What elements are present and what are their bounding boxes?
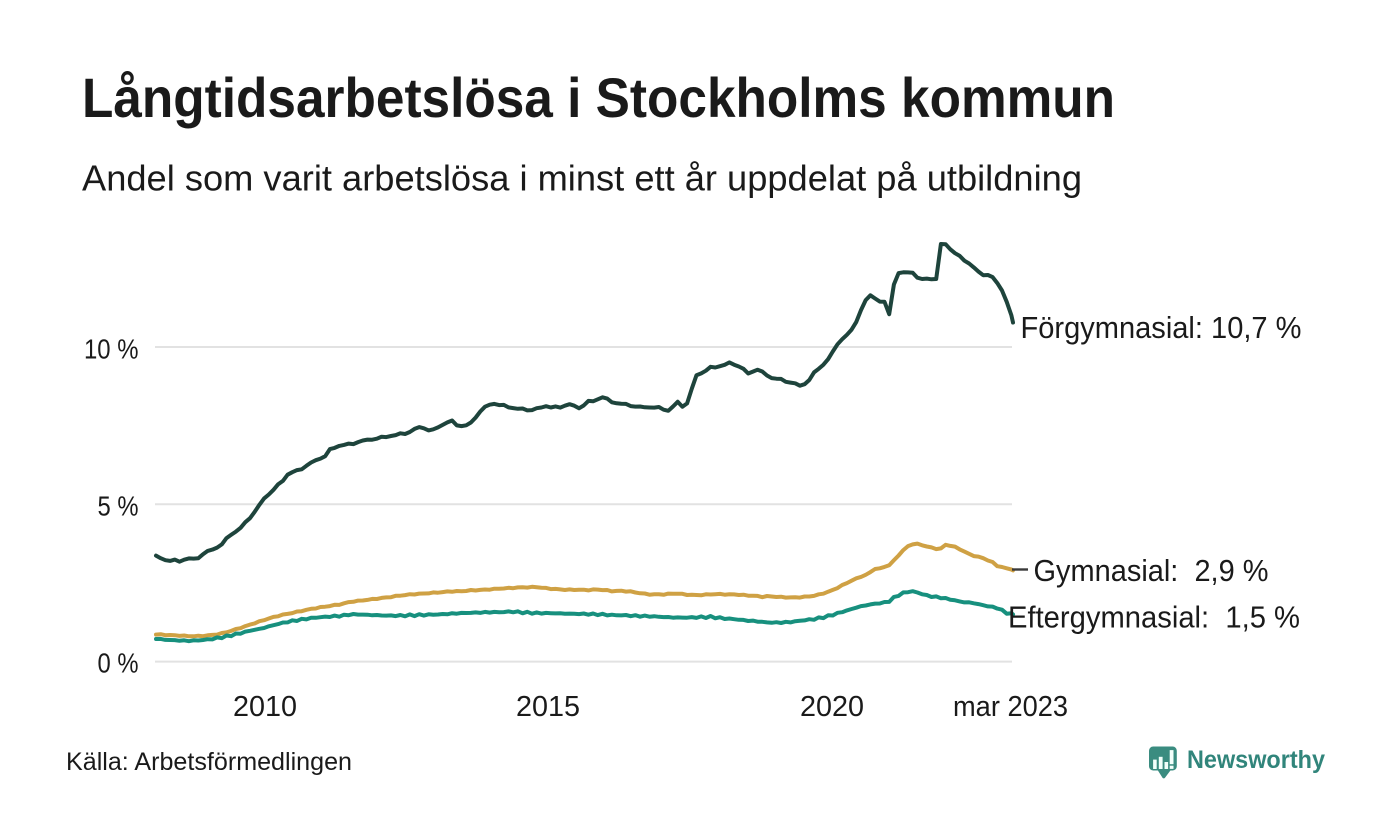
svg-text:Gymnasial: 2,9 %: Gymnasial: 2,9 %: [1034, 553, 1269, 588]
svg-text:Långtidsarbetslösa i Stockholm: Långtidsarbetslösa i Stockholms kommun: [82, 66, 1115, 129]
svg-text:0 %: 0 %: [98, 648, 139, 679]
svg-text:Eftergymnasial: 1,5 %: Eftergymnasial: 1,5 %: [1008, 600, 1300, 635]
svg-text:5 %: 5 %: [98, 491, 139, 522]
svg-text:Förgymnasial: 10,7 %: Förgymnasial: 10,7 %: [1021, 310, 1302, 345]
svg-text:mar 2023: mar 2023: [953, 691, 1068, 723]
svg-text:Newsworthy: Newsworthy: [1187, 746, 1325, 774]
svg-text:2020: 2020: [800, 691, 864, 723]
svg-text:10 %: 10 %: [84, 334, 139, 365]
svg-text:2015: 2015: [516, 691, 580, 723]
svg-text:Andel som varit arbetslösa i m: Andel som varit arbetslösa i minst ett å…: [82, 158, 1082, 199]
svg-text:2010: 2010: [233, 691, 297, 723]
svg-text:Källa: Arbetsförmedlingen: Källa: Arbetsförmedlingen: [66, 748, 352, 776]
